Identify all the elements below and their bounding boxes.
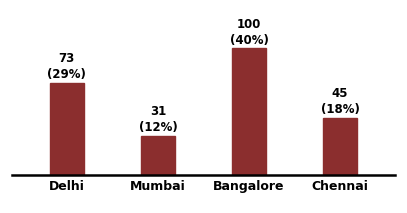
- Bar: [323, 118, 357, 175]
- Text: 100
(40%): 100 (40%): [230, 18, 269, 47]
- Text: 45
(18%): 45 (18%): [321, 87, 359, 116]
- Bar: [232, 49, 266, 175]
- Text: 31
(12%): 31 (12%): [138, 105, 177, 134]
- Bar: [50, 83, 84, 175]
- Bar: [141, 135, 175, 175]
- Text: 73
(29%): 73 (29%): [48, 52, 86, 81]
